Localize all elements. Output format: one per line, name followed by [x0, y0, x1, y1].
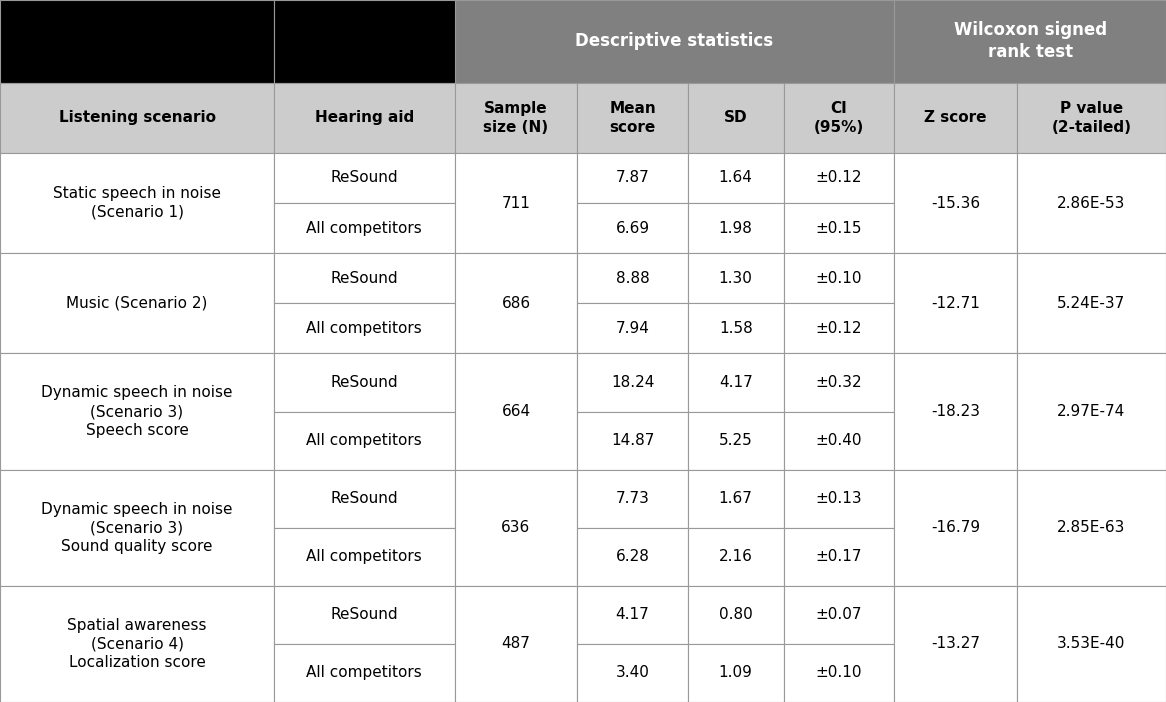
Bar — [274, 203, 455, 253]
Text: 636: 636 — [501, 520, 531, 535]
Text: Wilcoxon signed
rank test: Wilcoxon signed rank test — [954, 21, 1107, 61]
Bar — [688, 470, 784, 528]
Bar — [1017, 83, 1166, 153]
Bar — [784, 353, 894, 411]
Bar — [577, 353, 688, 411]
Bar — [688, 585, 784, 644]
Text: 5.25: 5.25 — [719, 433, 752, 448]
Text: Sample
size (N): Sample size (N) — [484, 101, 548, 135]
Bar — [784, 153, 894, 203]
Bar — [688, 253, 784, 303]
Text: ReSound: ReSound — [331, 607, 398, 623]
Bar — [0, 353, 274, 470]
Text: 1.30: 1.30 — [718, 271, 753, 286]
Bar — [577, 203, 688, 253]
Bar — [688, 644, 784, 702]
Bar — [577, 585, 688, 644]
Bar — [1017, 470, 1166, 585]
Text: All competitors: All competitors — [307, 433, 422, 448]
Bar — [0, 0, 455, 83]
Bar — [455, 153, 577, 253]
Bar — [274, 83, 455, 153]
Bar — [0, 470, 274, 585]
Bar — [455, 353, 577, 470]
Text: 1.64: 1.64 — [718, 171, 753, 185]
Text: Spatial awareness
(Scenario 4)
Localization score: Spatial awareness (Scenario 4) Localizat… — [68, 618, 206, 670]
Text: 7.94: 7.94 — [616, 321, 649, 336]
Bar — [274, 353, 455, 411]
Bar — [455, 470, 577, 585]
Text: 5.24E-37: 5.24E-37 — [1058, 296, 1125, 311]
Bar — [577, 528, 688, 585]
Bar — [577, 470, 688, 528]
Bar — [784, 203, 894, 253]
Bar — [274, 253, 455, 303]
Text: Music (Scenario 2): Music (Scenario 2) — [66, 296, 208, 311]
Text: ReSound: ReSound — [331, 491, 398, 506]
Text: 4.17: 4.17 — [616, 607, 649, 623]
Text: ±0.13: ±0.13 — [816, 491, 862, 506]
Text: Static speech in noise
(Scenario 1): Static speech in noise (Scenario 1) — [52, 186, 222, 220]
Bar — [274, 0, 455, 83]
Bar — [0, 83, 274, 153]
Text: -15.36: -15.36 — [930, 196, 981, 211]
Bar — [784, 585, 894, 644]
Text: 18.24: 18.24 — [611, 375, 654, 390]
Text: 3.40: 3.40 — [616, 665, 649, 680]
Text: 711: 711 — [501, 196, 531, 211]
Text: ±0.32: ±0.32 — [816, 375, 862, 390]
Text: ±0.40: ±0.40 — [816, 433, 862, 448]
Bar — [0, 0, 274, 83]
Text: SD: SD — [724, 110, 747, 125]
Text: -16.79: -16.79 — [930, 520, 981, 535]
Text: 6.69: 6.69 — [616, 220, 649, 236]
Text: P value
(2-tailed): P value (2-tailed) — [1052, 101, 1131, 135]
Text: ±0.12: ±0.12 — [816, 321, 862, 336]
Text: ±0.15: ±0.15 — [816, 220, 862, 236]
Bar — [274, 411, 455, 470]
Text: ±0.12: ±0.12 — [816, 171, 862, 185]
Text: ReSound: ReSound — [331, 171, 398, 185]
Bar — [784, 303, 894, 353]
Bar — [0, 253, 274, 353]
Text: 8.88: 8.88 — [616, 271, 649, 286]
Bar — [784, 528, 894, 585]
Text: -12.71: -12.71 — [932, 296, 979, 311]
Bar — [688, 303, 784, 353]
Bar — [1017, 153, 1166, 253]
Text: All competitors: All competitors — [307, 549, 422, 564]
Bar — [784, 83, 894, 153]
Text: 2.86E-53: 2.86E-53 — [1058, 196, 1125, 211]
Text: Hearing aid: Hearing aid — [315, 110, 414, 125]
Text: All competitors: All competitors — [307, 321, 422, 336]
Bar — [0, 153, 274, 253]
Bar — [688, 153, 784, 203]
Text: 3.53E-40: 3.53E-40 — [1058, 637, 1125, 651]
Bar — [1017, 585, 1166, 702]
Bar — [274, 585, 455, 644]
Text: 0.80: 0.80 — [719, 607, 752, 623]
Bar — [577, 411, 688, 470]
Text: 2.97E-74: 2.97E-74 — [1058, 404, 1125, 419]
Bar — [894, 0, 1166, 83]
Bar — [455, 253, 577, 353]
Text: 2.16: 2.16 — [718, 549, 753, 564]
Text: Mean
score: Mean score — [609, 101, 656, 135]
Bar — [274, 153, 455, 203]
Bar — [274, 303, 455, 353]
Text: 1.09: 1.09 — [718, 665, 753, 680]
Bar — [894, 470, 1017, 585]
Bar — [894, 585, 1017, 702]
Text: 686: 686 — [501, 296, 531, 311]
Bar — [0, 585, 274, 702]
Bar — [784, 644, 894, 702]
Bar — [274, 644, 455, 702]
Bar — [894, 353, 1017, 470]
Bar — [1017, 253, 1166, 353]
Text: 487: 487 — [501, 637, 531, 651]
Text: 4.17: 4.17 — [719, 375, 752, 390]
Text: 2.85E-63: 2.85E-63 — [1058, 520, 1125, 535]
Text: 664: 664 — [501, 404, 531, 419]
Bar — [688, 203, 784, 253]
Bar — [894, 83, 1017, 153]
